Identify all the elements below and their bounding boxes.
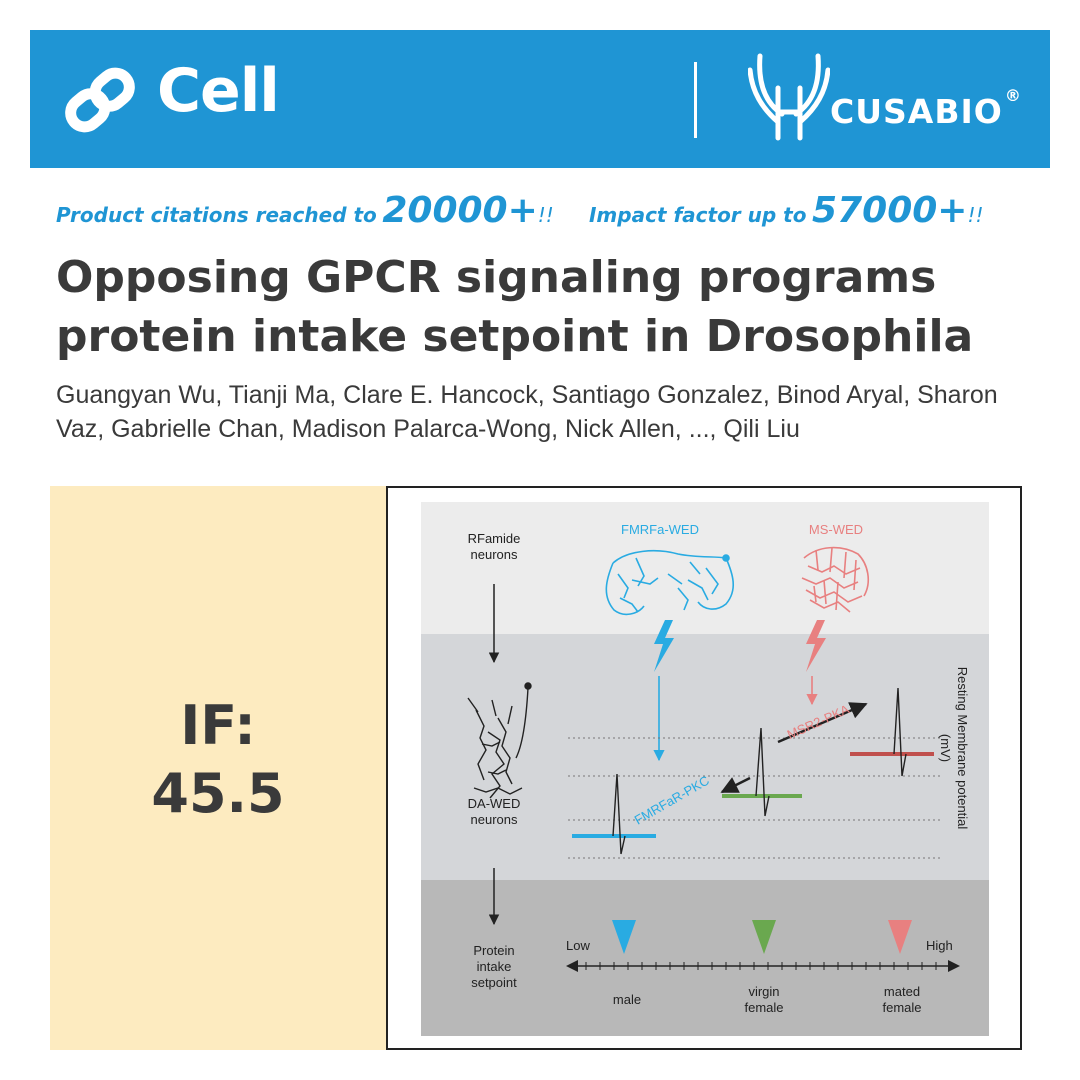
- citations-value: 20000+: [382, 190, 538, 231]
- trace-blue-spike: [612, 773, 626, 855]
- cusabio-antibody-icon: [748, 53, 830, 141]
- label-protein-setpoint: Protein intake setpoint: [471, 943, 517, 990]
- label-male: male: [613, 992, 641, 1007]
- setpoint-axis-right-head: [948, 960, 960, 972]
- citations-suffix: !!: [537, 203, 554, 227]
- graphical-abstract: RFamide neurons FMRFa-WED MS-WED: [386, 486, 1022, 1050]
- article-authors: Guangyan Wu, Tianji Ma, Clare E. Hancock…: [56, 381, 998, 443]
- citations-prefix: Product citations reached to: [56, 203, 377, 227]
- journal-name: Cell: [157, 56, 280, 126]
- label-ms-wed: MS-WED: [809, 522, 863, 537]
- graphical-abstract-svg: RFamide neurons FMRFa-WED MS-WED: [421, 502, 989, 1036]
- cell-logo-icon: [65, 67, 135, 133]
- partner-name: CUSABIO ®: [830, 86, 1022, 131]
- marker-mated-red: [888, 920, 912, 954]
- setpoint-axis-ticks: [585, 962, 937, 970]
- marker-male-blue: [612, 920, 636, 954]
- label-mv: (mV): [938, 734, 953, 762]
- label-high: High: [926, 938, 953, 953]
- label-fmrfa-wed: FMRFa-WED: [621, 522, 699, 537]
- label-da-wed: DA-WED neurons: [468, 796, 521, 827]
- article-title: Opposing GPCR signaling programs protein…: [56, 252, 974, 362]
- bolt-blue-icon: [654, 620, 674, 672]
- label-mated-female: mated female: [882, 984, 921, 1015]
- label-virgin-female: virgin female: [744, 984, 783, 1015]
- label-low: Low: [566, 938, 590, 953]
- fmrfa-neuron-icon: [605, 549, 734, 616]
- band-top: [421, 502, 989, 634]
- impact-value: 57000+: [812, 190, 968, 231]
- header-banner: Cell CUSABIO ®: [30, 30, 1050, 168]
- impact-factor-label: IF:: [180, 694, 256, 757]
- impact-factor-value: 45.5: [151, 762, 285, 825]
- trace-red-spike: [893, 687, 907, 777]
- header-divider: [694, 62, 697, 138]
- marker-virgin-green: [752, 920, 776, 954]
- trace-green-spike: [755, 727, 770, 817]
- impact-suffix: !!: [967, 203, 984, 227]
- setpoint-axis-left-head: [566, 960, 578, 972]
- arrow-msr2-pka: [777, 702, 868, 744]
- label-rfamide: RFamide neurons: [468, 531, 521, 562]
- arrow-fmrfar-pkc: [720, 776, 751, 794]
- ms-neuron-icon: [801, 546, 870, 613]
- label-resting-potential: Resting Membrane potential: [955, 667, 970, 830]
- stats-line: Product citations reached to 20000+!! Im…: [56, 190, 1056, 231]
- da-neuron-icon: [467, 682, 532, 799]
- impact-factor-panel: IF: 45.5: [50, 486, 386, 1050]
- band-middle: [421, 634, 989, 880]
- bolt-red-icon: [806, 620, 826, 672]
- impact-prefix: Impact factor up to: [588, 203, 807, 227]
- band-bottom: [421, 880, 989, 1036]
